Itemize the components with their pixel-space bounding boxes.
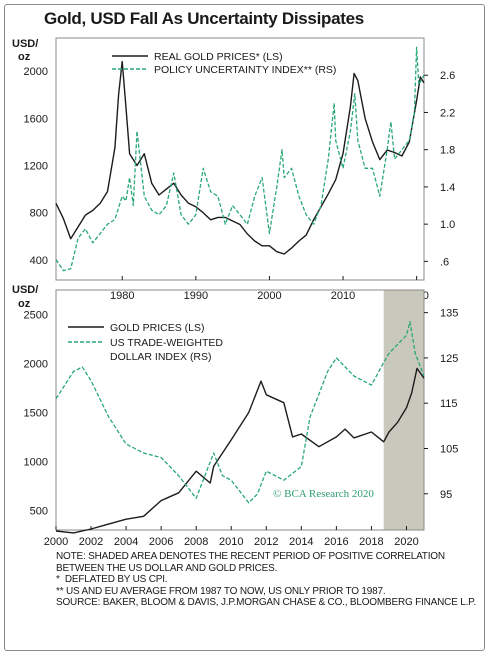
bottom-left-ticks: 500 1000 1500 2000 2500 bbox=[24, 309, 48, 517]
top-series bbox=[55, 46, 425, 272]
x-tick-label: 2000 bbox=[257, 290, 281, 302]
left-tick-label: 400 bbox=[30, 255, 48, 267]
left-tick-label: 2000 bbox=[24, 358, 48, 370]
top-panel: USD/ oz 400 800 1200 1600 2000 .6 1.0 1.4 1.8 2.… bbox=[12, 37, 455, 302]
x-tick-label: 2002 bbox=[79, 536, 103, 548]
bottom-y-unit-line2: oz bbox=[18, 298, 31, 310]
note-line: BETWEEN THE US DOLLAR AND GOLD PRICES. bbox=[56, 562, 278, 574]
series-line-solid bbox=[55, 60, 425, 255]
bottom-plot-area bbox=[55, 289, 425, 531]
series-line-solid bbox=[55, 367, 425, 534]
right-tick-label: 115 bbox=[440, 398, 458, 410]
x-tick-label: 2008 bbox=[184, 536, 208, 548]
top-y-unit: USD/ bbox=[12, 38, 38, 50]
note-line: ** US AND EU AVERAGE FROM 1987 TO NOW, U… bbox=[56, 585, 386, 597]
right-tick-label: 1.4 bbox=[440, 182, 455, 194]
bottom-y-unit: USD/ bbox=[12, 284, 38, 296]
x-tick-label: 1990 bbox=[184, 290, 208, 302]
right-tick-label: 2.6 bbox=[440, 70, 455, 82]
legend-label: GOLD PRICES (LS) bbox=[110, 322, 205, 334]
x-tick-label: 2016 bbox=[324, 536, 348, 548]
right-tick-label: 2.2 bbox=[440, 107, 455, 119]
left-tick-label: 500 bbox=[30, 505, 48, 517]
right-tick-label: 125 bbox=[440, 353, 458, 365]
left-tick-label: 800 bbox=[30, 208, 48, 220]
x-tick-label: 2010 bbox=[331, 290, 355, 302]
x-tick-label: 1980 bbox=[110, 290, 134, 302]
right-tick-label: 1.0 bbox=[440, 219, 455, 231]
left-tick-label: 2000 bbox=[24, 66, 48, 78]
legend-label: REAL GOLD PRICES* (LS) bbox=[154, 51, 283, 63]
legend-label: US TRADE-WEIGHTED bbox=[110, 337, 223, 349]
footnotes: NOTE: SHADED AREA DENOTES THE RECENT PER… bbox=[56, 551, 481, 609]
x-tick-label: 2004 bbox=[114, 536, 138, 548]
right-tick-label: 95 bbox=[440, 489, 452, 501]
note-line: SOURCE: BAKER, BLOOM & DAVIS, J.P.MORGAN… bbox=[56, 597, 476, 609]
top-left-ticks: 400 800 1200 1600 2000 bbox=[24, 66, 48, 267]
legend-label: POLICY UNCERTAINTY INDEX** (RS) bbox=[154, 64, 336, 76]
left-tick-label: 1200 bbox=[24, 160, 48, 172]
left-tick-label: 1600 bbox=[24, 113, 48, 125]
x-tick-label: 2018 bbox=[359, 536, 383, 548]
series-line-dashed bbox=[55, 321, 425, 504]
right-tick-label: .6 bbox=[440, 256, 449, 268]
x-tick-label: 2000 bbox=[44, 536, 68, 548]
shaded-period bbox=[383, 290, 424, 530]
bottom-x-ticks: 2000 2002 2004 2006 2008 2010 2012 2014 2016 2018… bbox=[44, 526, 419, 548]
top-right-ticks: .6 1.0 1.4 1.8 2.2 2.6 bbox=[424, 70, 455, 268]
series-line-dashed bbox=[55, 46, 425, 272]
chart-title: Gold, USD Fall As Uncertainty Dissipates bbox=[44, 9, 364, 28]
left-tick-label: 2500 bbox=[24, 309, 48, 321]
x-tick-label: 2014 bbox=[289, 536, 313, 548]
bottom-series bbox=[55, 321, 425, 534]
top-x-ticks: 19801990200020102020 bbox=[110, 276, 429, 302]
note-line: * DEFLATED BY US CPI. bbox=[56, 574, 168, 586]
chart-frame bbox=[4, 4, 485, 651]
left-tick-label: 1000 bbox=[24, 456, 48, 468]
x-tick-label: 2020 bbox=[394, 536, 418, 548]
bottom-right-ticks: 95 105 115 125 135 bbox=[424, 308, 458, 501]
top-y-unit-line2: oz bbox=[18, 51, 31, 63]
top-legend: REAL GOLD PRICES* (LS)POLICY UNCERTAINTY… bbox=[112, 51, 336, 76]
top-plot-area bbox=[55, 37, 425, 281]
right-tick-label: 1.8 bbox=[440, 145, 455, 157]
x-tick-label: 2012 bbox=[254, 536, 278, 548]
legend-label: DOLLAR INDEX (RS) bbox=[110, 351, 212, 363]
left-tick-label: 1500 bbox=[24, 407, 48, 419]
x-tick-label: 2006 bbox=[149, 536, 173, 548]
bottom-panel: USD/ oz 500 1000 1500 2000 2500 95 105 115 125 1… bbox=[12, 284, 458, 548]
x-tick-label: 2010 bbox=[219, 536, 243, 548]
bottom-legend: GOLD PRICES (LS) US TRADE-WEIGHTED DOLLAR … bbox=[68, 322, 223, 363]
right-tick-label: 135 bbox=[440, 308, 458, 320]
copyright-annotation: © BCA Research 2020 bbox=[273, 488, 374, 500]
right-tick-label: 105 bbox=[440, 443, 458, 455]
note-line: NOTE: SHADED AREA DENOTES THE RECENT PER… bbox=[56, 551, 445, 562]
